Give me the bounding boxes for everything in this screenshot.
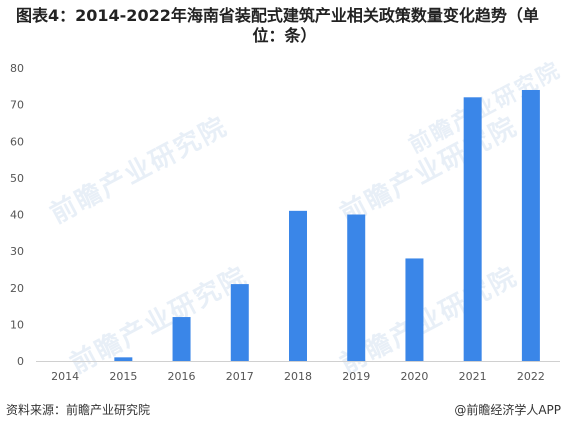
x-tick-label: 2019 xyxy=(342,370,370,383)
x-tick-label: 2022 xyxy=(517,370,545,383)
y-tick-label: 80 xyxy=(10,62,24,75)
chart-title: 图表4：2014-2022年海南省装配式建筑产业相关政策数量变化趋势（单 位：条… xyxy=(10,6,559,46)
bar-2019 xyxy=(347,214,366,361)
x-tick-label: 2016 xyxy=(168,370,196,383)
source-note: 资料来源：前瞻产业研究院 xyxy=(6,403,151,417)
bar-2018 xyxy=(289,210,307,361)
x-tick-label: 2020 xyxy=(400,370,428,383)
x-tick-label: 2018 xyxy=(284,370,312,383)
bar-2020 xyxy=(405,258,424,361)
bar-2022 xyxy=(521,89,540,361)
bar-2016 xyxy=(172,317,191,361)
brand-note: @前瞻经济学人APP xyxy=(454,403,561,417)
y-tick-label: 70 xyxy=(10,99,24,112)
bar-2017 xyxy=(230,284,249,361)
y-tick-label: 10 xyxy=(10,318,24,331)
y-tick-label: 60 xyxy=(10,135,24,148)
footer: 资料来源：前瞻产业研究院 @前瞻经济学人APP xyxy=(0,398,569,422)
x-tick-label: 2015 xyxy=(109,370,137,383)
bar-2015 xyxy=(114,357,133,361)
y-tick-label: 30 xyxy=(10,245,24,258)
x-tick-label: 2014 xyxy=(51,370,79,383)
x-tick-label: 2017 xyxy=(226,370,254,383)
bar-2021 xyxy=(463,97,482,362)
x-tick-label: 2021 xyxy=(459,370,487,383)
chart-title-line2: 位：条） xyxy=(252,26,317,45)
y-tick-label: 20 xyxy=(10,282,24,295)
y-tick-label: 40 xyxy=(10,209,24,222)
chart-title-line1: 图表4：2014-2022年海南省装配式建筑产业相关政策数量变化趋势（单 xyxy=(16,6,539,25)
y-tick-label: 50 xyxy=(10,172,24,185)
bar-chart: 0 10 20 30 40 50 60 70 80 2014 2015 2016 2017 2018 201… xyxy=(10,62,560,383)
y-tick-label: 0 xyxy=(17,355,24,368)
